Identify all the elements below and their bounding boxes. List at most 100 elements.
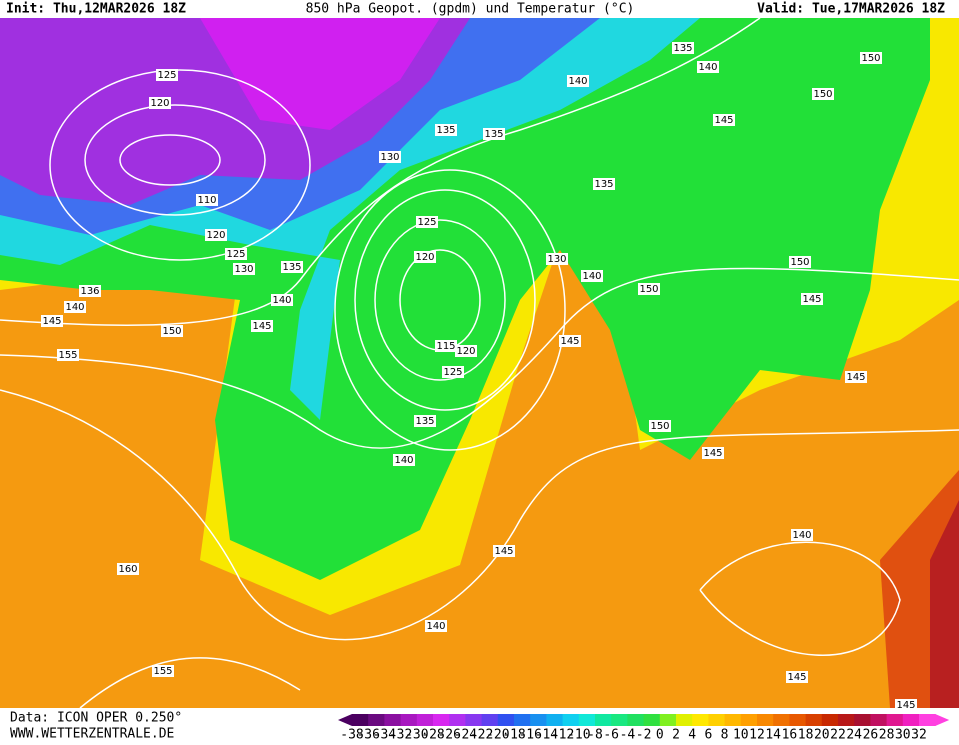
contour-label-box — [196, 194, 218, 206]
colorbar-swatch — [708, 714, 726, 726]
magenta-field — [200, 18, 440, 130]
colorbar-label: -24 — [454, 728, 478, 742]
contour-label: 115 — [436, 341, 455, 352]
colorbar-swatch — [465, 714, 483, 726]
contour-label-box — [493, 545, 515, 557]
contour-label: 145 — [846, 372, 865, 383]
contour-label-box — [57, 349, 79, 361]
header-bar — [0, 0, 959, 18]
colorbar-swatch — [433, 714, 450, 726]
colorbar-label: -34 — [373, 728, 397, 742]
contour-label: 130 — [380, 152, 399, 163]
contour-label: 140 — [698, 62, 717, 73]
colorbar-label: -36 — [356, 728, 379, 742]
colorbar-label: 32 — [911, 728, 927, 742]
contour-label: 120 — [150, 98, 169, 109]
contour-label: 135 — [673, 43, 692, 54]
colorbar-swatch — [416, 714, 434, 726]
colorbar-label: -16 — [518, 728, 541, 742]
contour-label: 145 — [42, 316, 61, 327]
colorbar-swatch — [886, 714, 904, 726]
contour-label: 145 — [787, 672, 806, 683]
colorbar-label: 20 — [814, 728, 830, 742]
contour-label-box — [455, 345, 477, 357]
colorbar-swatch — [578, 714, 596, 726]
contour-label: 135 — [415, 416, 434, 427]
map-title: 850 hPa Geopot. (gpdm) und Temperatur (°… — [306, 2, 635, 17]
contour-label-box — [205, 229, 227, 241]
contour-label-box — [414, 415, 436, 427]
contour-label: 140 — [582, 271, 601, 282]
colorbar-swatch — [659, 714, 677, 726]
colorbar-swatch — [611, 714, 628, 726]
contour-label: 125 — [226, 249, 245, 260]
colorbar-swatch — [692, 714, 709, 726]
contour-label: 125 — [417, 217, 436, 228]
contour-label: 120 — [206, 230, 225, 241]
colorbar-label: -2 — [636, 728, 652, 742]
contour-label-box — [414, 251, 436, 263]
colorbar-swatch — [676, 714, 693, 726]
colorbar-swatch — [838, 714, 855, 726]
colorbar-label: -12 — [551, 728, 574, 742]
contour-label: 150 — [639, 284, 658, 295]
colorbar-label: 14 — [765, 728, 781, 742]
contour-label-box — [567, 75, 589, 87]
contour-label: 160 — [118, 564, 137, 575]
colorbar-label: -38 — [340, 728, 363, 742]
contour-label: 135 — [436, 125, 455, 136]
contour-label: 150 — [162, 326, 181, 337]
contour-label: 150 — [861, 53, 880, 64]
contour-label-box — [702, 447, 724, 459]
contour-label: 145 — [560, 336, 579, 347]
colorbar-swatch — [595, 714, 612, 726]
colorbar-swatch — [805, 714, 823, 726]
contour-label-box — [152, 665, 174, 677]
contour-label: 155 — [58, 350, 77, 361]
colorbar-label: 12 — [749, 728, 765, 742]
colorbar-swatch — [562, 714, 580, 726]
contour-label: 120 — [456, 346, 475, 357]
contour-label-box — [786, 671, 808, 683]
contour-label-box — [425, 620, 447, 632]
colorbar-swatch — [546, 714, 564, 726]
contour-label: 120 — [415, 252, 434, 263]
colorbar-label: 18 — [798, 728, 814, 742]
colorbar-swatch — [449, 714, 466, 726]
contour-label: 145 — [714, 115, 733, 126]
contour-label-box — [812, 88, 834, 100]
contour-label-box — [156, 69, 178, 81]
contour-label: 145 — [802, 294, 821, 305]
contour-label: 130 — [234, 264, 253, 275]
contour-label-box — [79, 285, 101, 297]
colorbar-label: 10 — [733, 728, 749, 742]
contour-label: 150 — [790, 257, 809, 268]
contour-label-box — [860, 52, 882, 64]
contour-label-box — [271, 294, 293, 306]
contour-label-box — [251, 320, 273, 332]
colorbar-label: -32 — [389, 728, 412, 742]
contour-label-box — [225, 248, 247, 260]
contour-label-box — [149, 97, 171, 109]
contour-label: 145 — [896, 700, 915, 711]
colorbar-swatch — [740, 714, 758, 726]
contour-label-box — [649, 420, 671, 432]
contour-label-box — [713, 114, 735, 126]
colorbar-swatch — [870, 714, 888, 726]
contour-label-box — [161, 325, 183, 337]
colorbar-swatch — [384, 714, 402, 726]
colorbar-swatch — [821, 714, 839, 726]
contour-label-box — [416, 216, 438, 228]
colorbar-swatch — [773, 714, 790, 726]
colorbar-swatch — [902, 714, 920, 726]
contour-label: 150 — [650, 421, 669, 432]
data-source: Data: ICON OPER 0.250° — [10, 711, 182, 726]
contour-label: 140 — [65, 302, 84, 313]
contour-label-box — [845, 371, 867, 383]
colorbar-label: 6 — [704, 728, 712, 742]
contour-label-box — [593, 178, 615, 190]
colorbar-label: -30 — [405, 728, 428, 742]
colorbar-arrow-right — [935, 714, 950, 726]
colorbar-swatch — [530, 714, 547, 726]
